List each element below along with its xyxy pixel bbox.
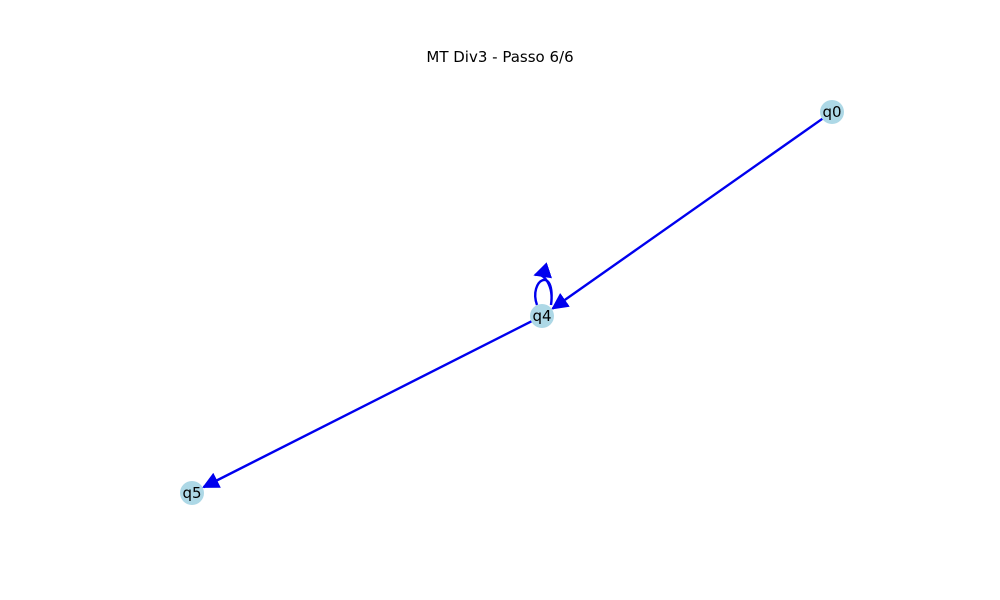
node-label-q5: q5 (182, 484, 201, 502)
node-q5: q5 (180, 481, 204, 505)
nodes-layer: q0 q4 q5 (180, 100, 844, 505)
node-circle-q4 (530, 304, 554, 328)
edge-q0-to-q4 (551, 117, 824, 310)
edges-layer (202, 117, 824, 489)
node-circle-q0 (820, 100, 844, 124)
diagram-title: MT Div3 - Passo 6/6 (426, 48, 574, 66)
edge-q4-to-q5 (202, 319, 533, 489)
node-circle-q5 (180, 481, 204, 505)
node-q0: q0 (820, 100, 844, 124)
edge-q4-to-q4 (535, 275, 553, 306)
node-q4: q4 (530, 304, 554, 328)
node-label-q0: q0 (822, 103, 841, 121)
node-label-q4: q4 (532, 307, 551, 325)
